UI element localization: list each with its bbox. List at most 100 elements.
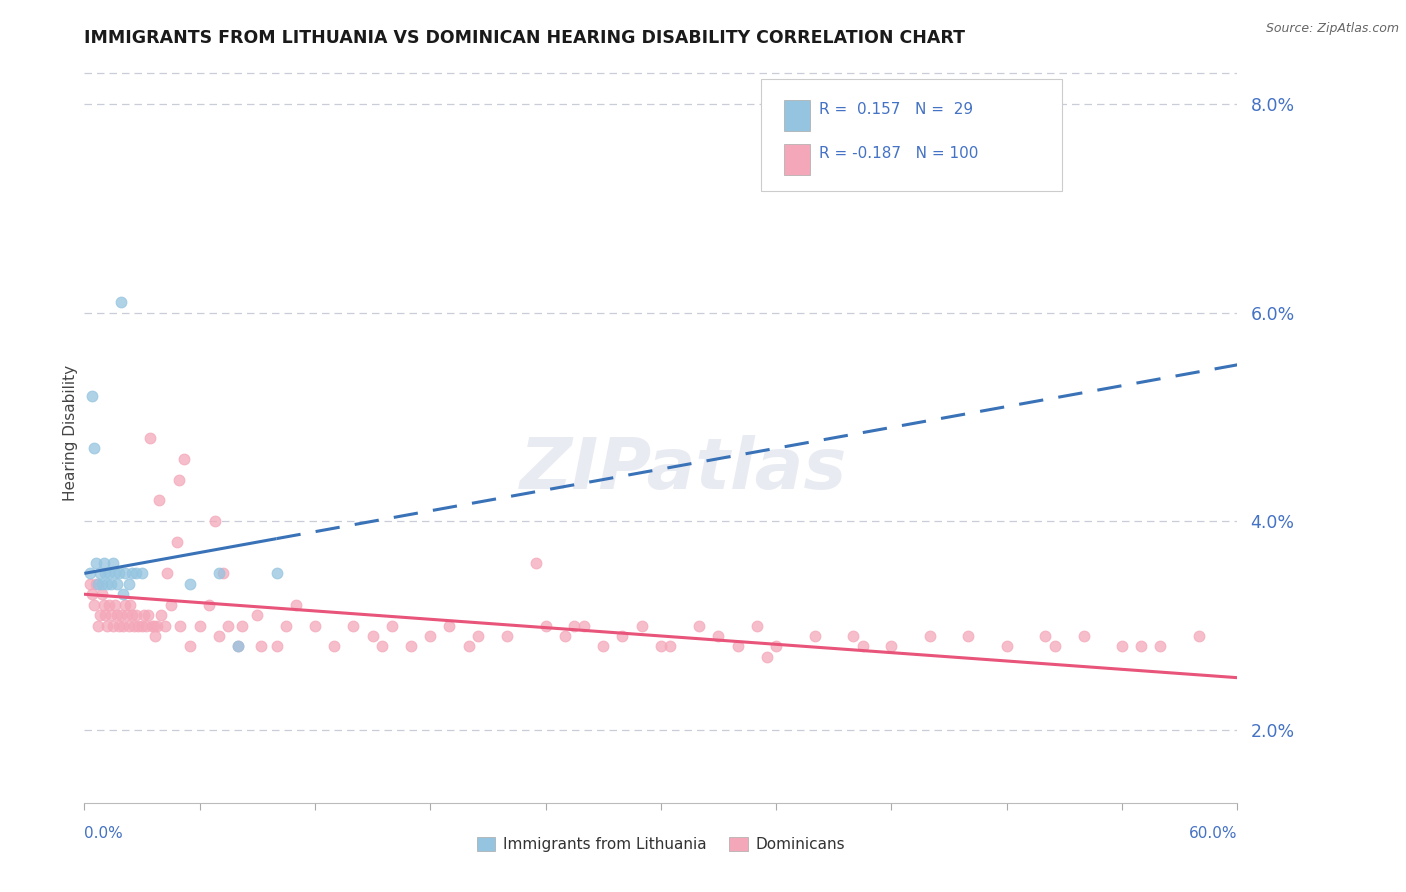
Text: ZIPatlas: ZIPatlas (520, 435, 848, 504)
Point (108, 618, 131, 632)
Point (371, 640, 394, 654)
Point (100, 608, 122, 623)
Point (131, 566, 153, 581)
Point (87, 577, 110, 591)
Point (467, 629, 489, 643)
Point (120, 598, 142, 612)
Point (188, 618, 211, 632)
Point (399, 640, 422, 654)
Point (132, 608, 155, 623)
Point (103, 618, 124, 632)
Point (131, 618, 153, 632)
Point (204, 514, 226, 528)
Point (1188, 629, 1211, 643)
Point (167, 473, 190, 487)
Point (100, 577, 122, 591)
Y-axis label: Hearing Disability: Hearing Disability (63, 365, 77, 500)
Point (524, 556, 547, 570)
Point (765, 640, 787, 654)
Point (381, 618, 404, 632)
Bar (785, 144, 810, 175)
Point (104, 598, 127, 612)
Point (169, 618, 191, 632)
Point (659, 640, 682, 654)
Point (592, 640, 614, 654)
Point (89, 608, 111, 623)
Point (94, 608, 117, 623)
Point (87, 618, 110, 632)
Point (688, 618, 710, 632)
Point (136, 608, 159, 623)
Point (226, 640, 249, 654)
Text: R = -0.187   N = 100: R = -0.187 N = 100 (818, 146, 979, 161)
Text: IMMIGRANTS FROM LITHUANIA VS DOMINICAN HEARING DISABILITY CORRELATION CHART: IMMIGRANTS FROM LITHUANIA VS DOMINICAN H… (84, 29, 966, 47)
Point (96, 618, 118, 632)
Point (79, 566, 101, 581)
Point (564, 618, 586, 632)
Point (98, 598, 121, 612)
Point (803, 629, 825, 643)
Point (218, 618, 240, 632)
Text: R =  0.157   N =  29: R = 0.157 N = 29 (818, 103, 973, 117)
Point (179, 577, 201, 591)
Text: 60.0%: 60.0% (1189, 826, 1237, 841)
Point (208, 566, 231, 581)
Point (276, 618, 298, 632)
Point (160, 598, 183, 612)
Point (727, 640, 749, 654)
Point (114, 566, 136, 581)
Point (83, 442, 105, 456)
Point (266, 640, 288, 654)
Point (148, 493, 170, 508)
Point (138, 431, 160, 445)
Point (90, 587, 112, 601)
Point (111, 618, 134, 632)
Point (108, 566, 131, 581)
Point (745, 618, 768, 632)
Point (211, 566, 233, 581)
Point (842, 629, 865, 643)
Point (361, 629, 384, 643)
Point (142, 618, 165, 632)
Point (179, 640, 201, 654)
Legend: Immigrants from Lithuania, Dominicans: Immigrants from Lithuania, Dominicans (471, 830, 851, 858)
Point (1149, 640, 1171, 654)
Point (90, 577, 112, 591)
Point (1033, 629, 1056, 643)
Point (117, 618, 139, 632)
Point (439, 618, 461, 632)
Point (121, 566, 143, 581)
Point (457, 640, 479, 654)
Point (304, 618, 326, 632)
Point (111, 587, 134, 601)
Point (127, 618, 149, 632)
Point (1130, 640, 1153, 654)
Point (995, 640, 1018, 654)
Point (419, 629, 441, 643)
Bar (785, 100, 810, 131)
Text: 0.0%: 0.0% (84, 826, 124, 841)
Point (125, 608, 148, 623)
Point (342, 618, 364, 632)
Point (284, 598, 307, 612)
Point (110, 295, 132, 310)
Point (918, 629, 941, 643)
Point (1073, 629, 1095, 643)
Point (1111, 640, 1133, 654)
Point (115, 608, 138, 623)
Point (957, 629, 980, 643)
Point (145, 629, 167, 643)
Point (231, 618, 253, 632)
FancyBboxPatch shape (761, 78, 1062, 191)
Point (650, 640, 672, 654)
Point (150, 608, 173, 623)
Point (93, 598, 115, 612)
Point (612, 629, 634, 643)
Point (135, 618, 157, 632)
Point (121, 608, 143, 623)
Point (141, 618, 163, 632)
Point (198, 598, 221, 612)
Point (880, 640, 903, 654)
Point (110, 608, 132, 623)
Point (1043, 640, 1066, 654)
